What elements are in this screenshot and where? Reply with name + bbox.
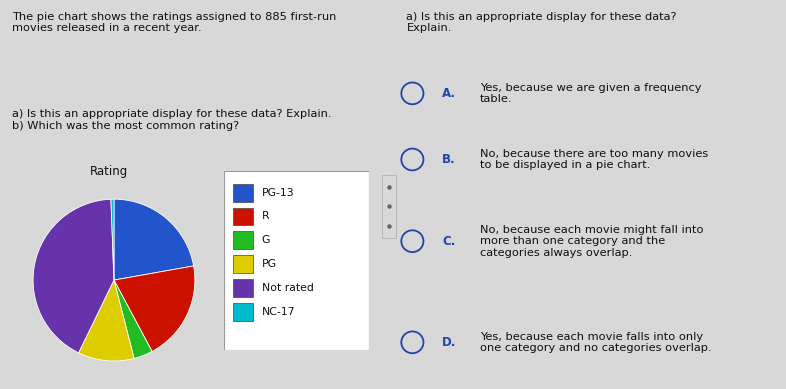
Text: Rating: Rating bbox=[90, 165, 128, 178]
Text: A.: A. bbox=[442, 87, 456, 100]
Text: Not rated: Not rated bbox=[262, 283, 314, 293]
Text: Yes, because we are given a frequency
table.: Yes, because we are given a frequency ta… bbox=[479, 82, 701, 104]
Wedge shape bbox=[79, 280, 134, 361]
Text: a) Is this an appropriate display for these data?
Explain.: a) Is this an appropriate display for th… bbox=[406, 12, 677, 33]
Text: No, because there are too many movies
to be displayed in a pie chart.: No, because there are too many movies to… bbox=[479, 149, 708, 170]
Text: a) Is this an appropriate display for these data? Explain.
b) Which was the most: a) Is this an appropriate display for th… bbox=[12, 109, 331, 131]
Bar bbox=[233, 303, 253, 321]
Wedge shape bbox=[114, 280, 152, 358]
Wedge shape bbox=[114, 266, 195, 352]
Wedge shape bbox=[114, 199, 193, 280]
Text: NC-17: NC-17 bbox=[262, 307, 296, 317]
Wedge shape bbox=[33, 199, 114, 353]
Text: The pie chart shows the ratings assigned to 885 first-run
movies released in a r: The pie chart shows the ratings assigned… bbox=[12, 12, 336, 33]
Text: Yes, because each movie falls into only
one category and no categories overlap.: Yes, because each movie falls into only … bbox=[479, 331, 711, 353]
Text: C.: C. bbox=[442, 235, 455, 248]
Text: PG-13: PG-13 bbox=[262, 187, 295, 198]
Text: B.: B. bbox=[442, 153, 456, 166]
Bar bbox=[233, 184, 253, 202]
Text: G: G bbox=[262, 235, 270, 245]
Text: R: R bbox=[262, 212, 270, 221]
Text: D.: D. bbox=[442, 336, 457, 349]
Text: No, because each movie might fall into
more than one category and the
categories: No, because each movie might fall into m… bbox=[479, 224, 703, 258]
Bar bbox=[233, 231, 253, 249]
Bar bbox=[233, 279, 253, 297]
Bar bbox=[233, 255, 253, 273]
Bar bbox=[233, 208, 253, 226]
Text: PG: PG bbox=[262, 259, 277, 269]
Bar bbox=[382, 175, 396, 238]
Wedge shape bbox=[111, 199, 114, 280]
